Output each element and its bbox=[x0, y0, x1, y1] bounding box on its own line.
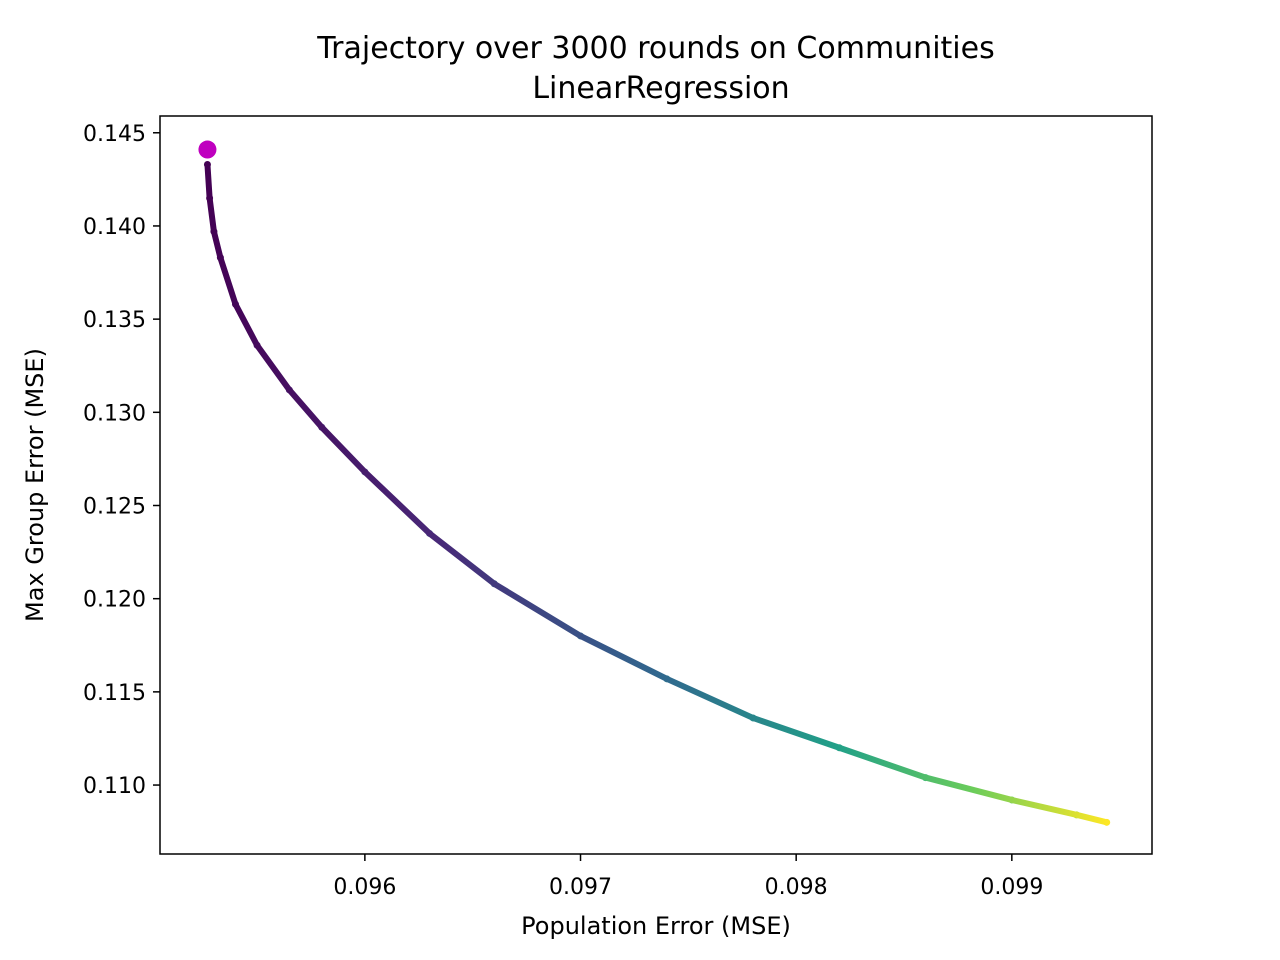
x-tick-label: 0.096 bbox=[333, 875, 396, 900]
y-tick-label: 0.140 bbox=[83, 215, 146, 240]
chart-subtitle: LinearRegression bbox=[532, 71, 789, 106]
y-tick-label: 0.135 bbox=[83, 308, 146, 333]
start-point-marker bbox=[198, 140, 217, 159]
y-tick-label: 0.115 bbox=[83, 681, 146, 706]
x-axis-label: Population Error (MSE) bbox=[521, 912, 791, 940]
x-tick-label: 0.097 bbox=[549, 875, 612, 900]
y-tick-label: 0.130 bbox=[83, 401, 146, 426]
y-tick-label: 0.145 bbox=[83, 122, 146, 147]
axis-ticks: 0.096 0.097 0.098 0.099 0.110 0.115 0.120 0.125… bbox=[83, 122, 1043, 900]
trajectory-points bbox=[198, 140, 1111, 826]
x-tick-label: 0.099 bbox=[980, 875, 1043, 900]
chart-title: Trajectory over 3000 rounds on Communiti… bbox=[316, 31, 994, 66]
x-tick-label: 0.098 bbox=[765, 875, 828, 900]
y-tick-label: 0.125 bbox=[83, 495, 146, 520]
plot-frame bbox=[159, 115, 1153, 855]
y-tick-label: 0.120 bbox=[83, 588, 146, 613]
y-tick-label: 0.110 bbox=[83, 774, 146, 799]
y-axis-label: Max Group Error (MSE) bbox=[21, 348, 49, 622]
trajectory-line bbox=[204, 161, 1110, 826]
